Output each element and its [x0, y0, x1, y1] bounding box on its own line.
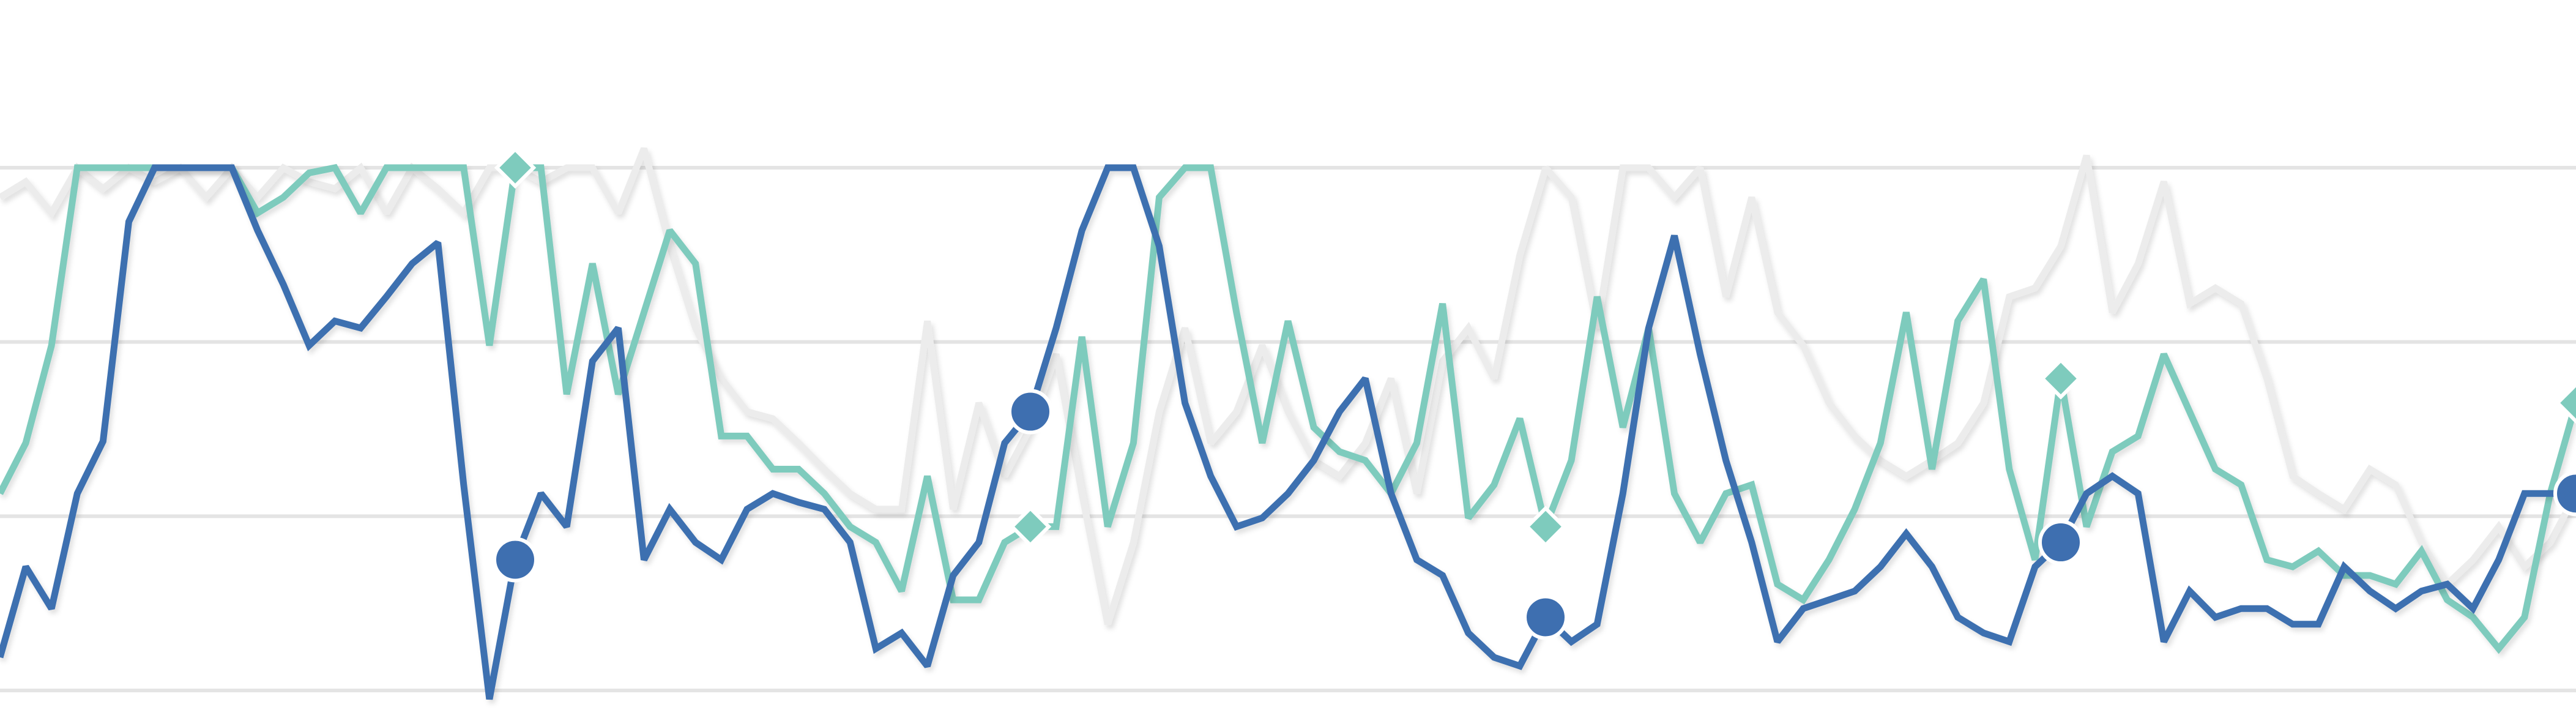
point-marker [2553, 471, 2576, 517]
point-marker [493, 537, 538, 583]
point-marker [1008, 389, 1053, 435]
point-marker [2038, 520, 2083, 566]
series-line [0, 164, 2576, 700]
series-line [0, 147, 2576, 626]
point-marker [494, 146, 537, 189]
series-line [0, 163, 2576, 654]
point-marker [1009, 506, 1052, 548]
point-marker [1523, 594, 1568, 640]
point-marker [2555, 382, 2576, 424]
point-marker [1524, 506, 1567, 548]
point-marker [2039, 357, 2082, 400]
